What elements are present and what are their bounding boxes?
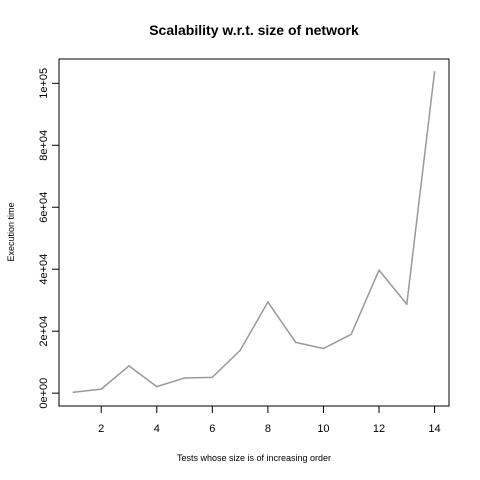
data-point	[267, 301, 269, 303]
data-point	[433, 71, 436, 73]
x-tick-label: 14	[428, 423, 440, 435]
y-tick-label: 6e+04	[38, 192, 50, 223]
series-line	[72, 71, 436, 393]
data-point	[72, 391, 75, 393]
y-tick-label: 2e+04	[38, 316, 50, 347]
y-axis: 0e+00 2e+04 4e+04 6e+04 8e+04 1e+05	[38, 68, 59, 409]
data-point	[378, 269, 380, 271]
x-tick-label: 2	[98, 423, 104, 435]
x-axis: 2 4 6 8 10 12 14	[98, 406, 441, 435]
y-tick-label: 0e+00	[38, 378, 50, 409]
y-tick-label: 4e+04	[38, 254, 50, 285]
x-tick-label: 6	[209, 423, 215, 435]
data-point	[294, 341, 297, 344]
data-point	[156, 385, 158, 388]
data-point	[239, 349, 241, 352]
y-tick-label: 8e+04	[38, 130, 50, 161]
data-point	[322, 347, 325, 350]
data-point	[183, 377, 186, 379]
chart-title: Scalability w.r.t. size of network	[149, 22, 359, 38]
x-axis-label: Tests whose size is of increasing order	[177, 453, 331, 463]
x-tick-label: 4	[154, 423, 160, 435]
data-point	[128, 365, 130, 367]
plot-frame	[58, 58, 450, 407]
data-point	[100, 388, 102, 390]
series-points	[72, 71, 436, 393]
x-tick-label: 12	[373, 423, 385, 435]
data-point	[211, 376, 214, 379]
x-tick-label: 8	[265, 423, 271, 435]
x-tick-label: 10	[317, 423, 329, 435]
y-axis-label: Execution time	[6, 202, 16, 261]
y-tick-label: 1e+05	[38, 68, 50, 99]
data-point	[406, 303, 408, 305]
data-point	[350, 333, 352, 336]
